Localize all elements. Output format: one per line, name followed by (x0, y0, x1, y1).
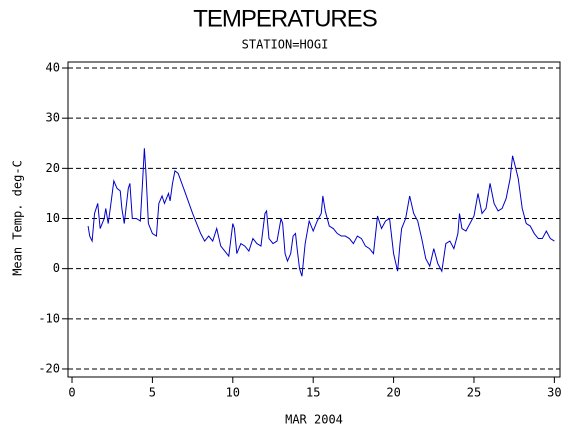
y-tick-label: -10 (38, 311, 60, 325)
x-axis-label: MAR 2004 (285, 413, 343, 427)
x-tick-label: 5 (149, 386, 156, 400)
y-tick-label: -20 (38, 361, 60, 375)
chart-title: TEMPERATURES (193, 5, 377, 32)
x-tick-label: 15 (306, 386, 320, 400)
chart-subtitle: STATION=HOGI (242, 38, 329, 52)
plot-frame (67, 61, 561, 378)
y-tick-label: 30 (46, 111, 60, 125)
x-tick-label: 10 (226, 386, 240, 400)
x-tick-label: 20 (386, 386, 400, 400)
y-tick-label: 40 (46, 61, 60, 75)
x-tick-label: 25 (467, 386, 481, 400)
data-line (87, 148, 555, 277)
y-axis-label: Mean Temp. deg-C (11, 160, 25, 276)
y-tick-label: 20 (46, 161, 60, 175)
x-tick-label: 30 (547, 386, 561, 400)
x-tick-label: 0 (68, 386, 75, 400)
y-tick-label: 10 (46, 211, 60, 225)
y-tick-label: 0 (53, 261, 60, 275)
